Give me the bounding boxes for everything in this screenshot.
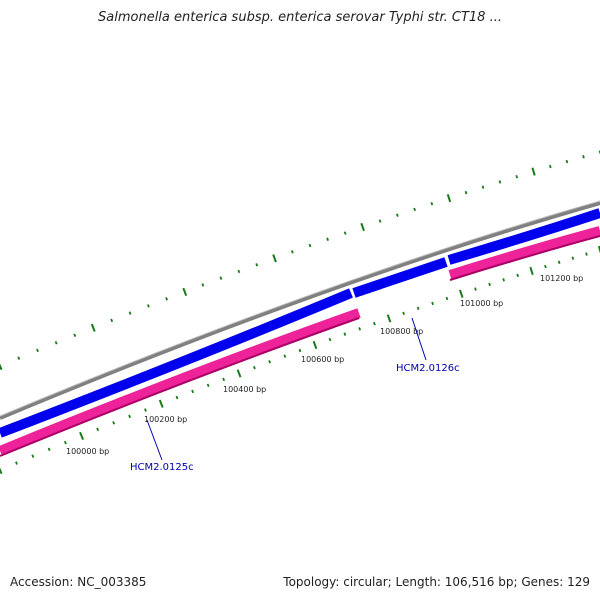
outer-tick (73, 333, 77, 337)
gene-label-hcm2-0126c[interactable]: HCM2.0126c (396, 363, 460, 374)
inner-tick (343, 332, 347, 336)
inner-tick (502, 278, 505, 282)
scale-label-101000: 101000 bp (460, 299, 503, 308)
outer-tick (36, 348, 39, 353)
outer-tick (272, 254, 277, 263)
outer-tick (290, 250, 294, 254)
inner-tick (96, 427, 100, 432)
outer-tick (378, 219, 382, 223)
outer-tick (201, 283, 205, 287)
scale-label-100200: 100200 bp (144, 415, 187, 424)
outer-tick (165, 297, 168, 301)
inner-tick (557, 260, 561, 265)
map-title: Salmonella enterica subsp. enterica sero… (98, 10, 502, 25)
outer-tick (308, 243, 312, 248)
scale-label-100600: 100600 bp (301, 355, 344, 364)
inner-tick (15, 461, 18, 465)
outer-tick (464, 190, 468, 195)
outer-tick (237, 269, 241, 274)
forward-gene-1[interactable] (0, 288, 353, 438)
inner-tick (544, 264, 547, 269)
inner-tick (112, 421, 116, 425)
outer-tick (565, 159, 569, 164)
inner-tick (79, 431, 85, 441)
inner-tick (47, 447, 51, 452)
inner-tick (328, 337, 332, 342)
inner-tick (0, 467, 3, 475)
inner-tick (298, 348, 302, 353)
gene-label-hcm2-0125c[interactable]: HCM2.0125c (130, 462, 194, 473)
outer-tick (582, 155, 585, 159)
inner-tick (312, 340, 318, 350)
inner-tick (585, 252, 588, 256)
inner-tick (516, 273, 519, 278)
outer-tick (515, 174, 519, 179)
inner-tick (358, 327, 362, 331)
outer-tick (343, 231, 347, 235)
inner-tick (158, 399, 164, 408)
outer-tick (0, 363, 3, 371)
inner-tick-ring (0, 245, 600, 475)
outer-tick (326, 237, 329, 241)
outer-tick-ring (0, 150, 600, 371)
outer-tick (531, 167, 536, 176)
inner-tick (431, 301, 434, 306)
outer-tick (413, 207, 416, 212)
outer-tick (110, 318, 114, 323)
inner-tick (402, 311, 405, 316)
outer-tick (548, 164, 552, 169)
inner-tick (529, 266, 534, 276)
outer-tick (481, 185, 485, 189)
forward-gene-3[interactable] (447, 208, 600, 265)
inner-tick (191, 389, 194, 394)
outer-tick (54, 341, 58, 345)
scale-label-100800: 100800 bp (380, 327, 423, 336)
outer-tick (430, 202, 434, 206)
inner-tick (416, 306, 420, 311)
scale-label-100400: 100400 bp (223, 385, 266, 394)
inner-tick (283, 354, 287, 358)
outer-tick (90, 323, 96, 332)
outer-tick (219, 276, 223, 280)
outer-tick (146, 304, 150, 308)
scale-label-100000: 100000 bp (66, 447, 109, 456)
inner-tick (236, 369, 242, 378)
inner-tick (488, 282, 491, 287)
outer-tick (446, 194, 452, 203)
inner-tick (206, 383, 210, 388)
gene-callout-line-1 (146, 419, 163, 461)
accession-text: Accession: NC_003385 (10, 575, 147, 589)
reverse-gene-1[interactable] (0, 308, 361, 456)
inner-tick (253, 365, 256, 370)
inner-tick (445, 296, 449, 301)
inner-tick (474, 287, 477, 291)
inner-tick (459, 289, 464, 298)
inner-tick (175, 395, 179, 400)
outer-tick (17, 356, 21, 360)
inner-tick (144, 408, 147, 412)
reverse-gene-2[interactable] (448, 226, 600, 280)
inner-tick (63, 440, 67, 445)
inner-tick (31, 454, 35, 458)
genome-backbone (0, 201, 600, 420)
outer-tick (498, 180, 502, 184)
inner-tick (571, 256, 575, 260)
inner-tick (128, 414, 131, 419)
outer-tick (128, 311, 132, 315)
outer-tick (255, 263, 259, 267)
inner-tick (373, 321, 376, 326)
outer-tick (182, 287, 188, 296)
outer-tick (396, 213, 399, 217)
gene-callout-line-2 (411, 317, 427, 361)
summary-text: Topology: circular; Length: 106,516 bp; … (283, 575, 590, 589)
inner-tick (268, 360, 272, 364)
inner-tick (222, 377, 226, 382)
inner-tick (386, 314, 392, 323)
forward-gene-2[interactable] (352, 257, 448, 298)
scale-label-101200: 101200 bp (540, 274, 583, 283)
outer-tick (360, 222, 365, 232)
inner-tick (597, 245, 600, 254)
